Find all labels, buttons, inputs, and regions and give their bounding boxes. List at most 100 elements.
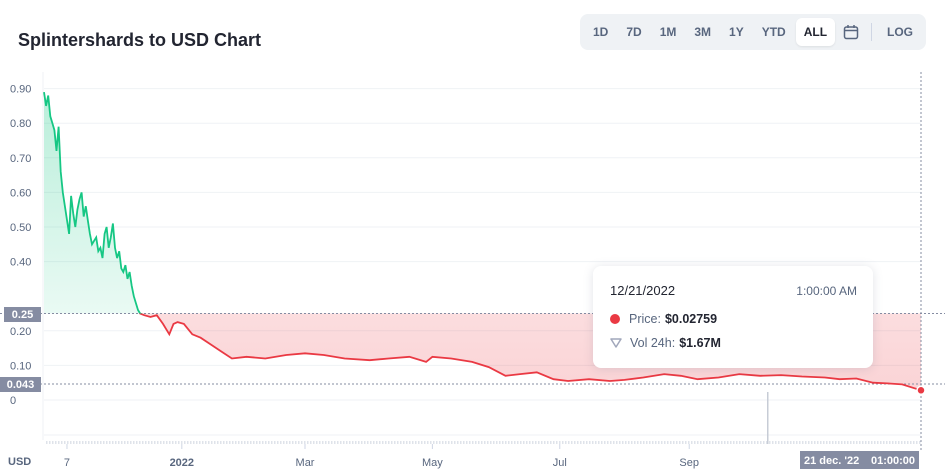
- volume-bar: [79, 441, 81, 444]
- volume-bar: [334, 441, 336, 444]
- volume-bar: [634, 441, 636, 444]
- volume-bar: [829, 441, 831, 444]
- volume-bar: [616, 441, 618, 444]
- volume-bar: [55, 441, 57, 444]
- volume-bar: [592, 441, 594, 444]
- volume-bar: [58, 441, 60, 444]
- volume-bar: [586, 441, 588, 444]
- range-3m-button[interactable]: 3M: [694, 25, 712, 39]
- y-tick-label: 0.20: [10, 326, 31, 338]
- tooltip-volume-value: $1.67M: [679, 336, 721, 350]
- volume-bar: [148, 441, 150, 444]
- volume-bar: [625, 441, 627, 444]
- price-legend-dot: [610, 314, 620, 324]
- volume-bar: [910, 441, 912, 444]
- date-badge-time: 01:00:00: [871, 455, 915, 467]
- volume-bar: [373, 441, 375, 444]
- volume-bar: [184, 441, 186, 444]
- volume-bar: [358, 441, 360, 444]
- volume-bar: [391, 441, 393, 444]
- range-ytd-button[interactable]: YTD: [761, 25, 786, 39]
- volume-bar: [436, 441, 438, 444]
- volume-bar: [913, 441, 915, 444]
- volume-bar: [250, 441, 252, 444]
- volume-bar: [106, 441, 108, 444]
- volume-bar: [568, 441, 570, 444]
- volume-bar: [265, 441, 267, 444]
- volume-bar: [316, 441, 318, 444]
- range-1y-button[interactable]: 1Y: [729, 25, 744, 39]
- volume-bar: [817, 441, 819, 444]
- volume-bar: [244, 441, 246, 444]
- volume-bar: [847, 441, 849, 444]
- volume-bar: [694, 441, 696, 444]
- calendar-icon[interactable]: [836, 18, 865, 46]
- date-badge: 21 dec. '22 01:00:00: [800, 451, 919, 469]
- volume-bar: [673, 441, 675, 444]
- volume-bar: [286, 441, 288, 444]
- volume-bar: [274, 441, 276, 444]
- volume-bar: [583, 441, 585, 444]
- volume-bar: [235, 441, 237, 444]
- open-price-badge-label: 0.25: [12, 309, 33, 321]
- volume-bar: [541, 441, 543, 444]
- volume-bar: [178, 441, 180, 444]
- volume-bar: [307, 441, 309, 444]
- price-line-up: [43, 91, 143, 314]
- volume-bar: [211, 441, 213, 444]
- volume-bar: [424, 441, 426, 444]
- volume-bar: [481, 441, 483, 444]
- volume-bar: [445, 441, 447, 444]
- range-7d-button[interactable]: 7D: [626, 25, 642, 39]
- x-tick-label: Jul: [553, 457, 567, 469]
- volume-bar: [85, 441, 87, 444]
- volume-bar: [721, 441, 723, 444]
- volume-bar: [388, 441, 390, 444]
- volume-bar: [301, 441, 303, 444]
- volume-bar: [571, 441, 573, 444]
- volume-bar: [199, 441, 201, 444]
- volume-bar: [841, 441, 843, 444]
- volume-bar: [767, 392, 769, 444]
- volume-bar: [256, 441, 258, 444]
- volume-bar: [667, 441, 669, 444]
- volume-bar: [325, 441, 327, 444]
- volume-bar: [340, 441, 342, 444]
- volume-bar: [562, 441, 564, 444]
- volume-bar: [676, 441, 678, 444]
- volume-bar: [298, 441, 300, 444]
- volume-bar: [181, 441, 183, 444]
- range-all-button[interactable]: ALL: [795, 18, 836, 46]
- volume-bar: [814, 441, 816, 444]
- volume-bar: [886, 441, 888, 444]
- range-1m-button[interactable]: 1M: [659, 25, 677, 39]
- volume-bar: [877, 441, 879, 444]
- volume-bar: [76, 441, 78, 444]
- volume-bar: [598, 441, 600, 444]
- volume-bar: [157, 441, 159, 444]
- volume-bar: [280, 441, 282, 444]
- volume-bar: [670, 441, 672, 444]
- volume-bar: [322, 441, 324, 444]
- volume-bar: [874, 441, 876, 444]
- volume-bar: [241, 441, 243, 444]
- volume-bar: [346, 441, 348, 444]
- volume-icon: [610, 338, 622, 348]
- volume-bar: [469, 441, 471, 444]
- volume-bar: [916, 441, 918, 444]
- x-tick-label: May: [422, 457, 443, 469]
- volume-bar: [88, 441, 90, 444]
- volume-bar: [889, 441, 891, 444]
- volume-bars: [46, 392, 921, 444]
- volume-bar: [70, 441, 72, 444]
- volume-bar: [103, 441, 105, 444]
- volume-bar: [313, 441, 315, 444]
- log-scale-button[interactable]: LOG: [887, 25, 913, 39]
- volume-bar: [490, 441, 492, 444]
- volume-bar: [226, 441, 228, 444]
- volume-bar: [451, 441, 453, 444]
- volume-bar: [364, 441, 366, 444]
- volume-bar: [394, 441, 396, 444]
- range-1d-button[interactable]: 1D: [593, 25, 609, 39]
